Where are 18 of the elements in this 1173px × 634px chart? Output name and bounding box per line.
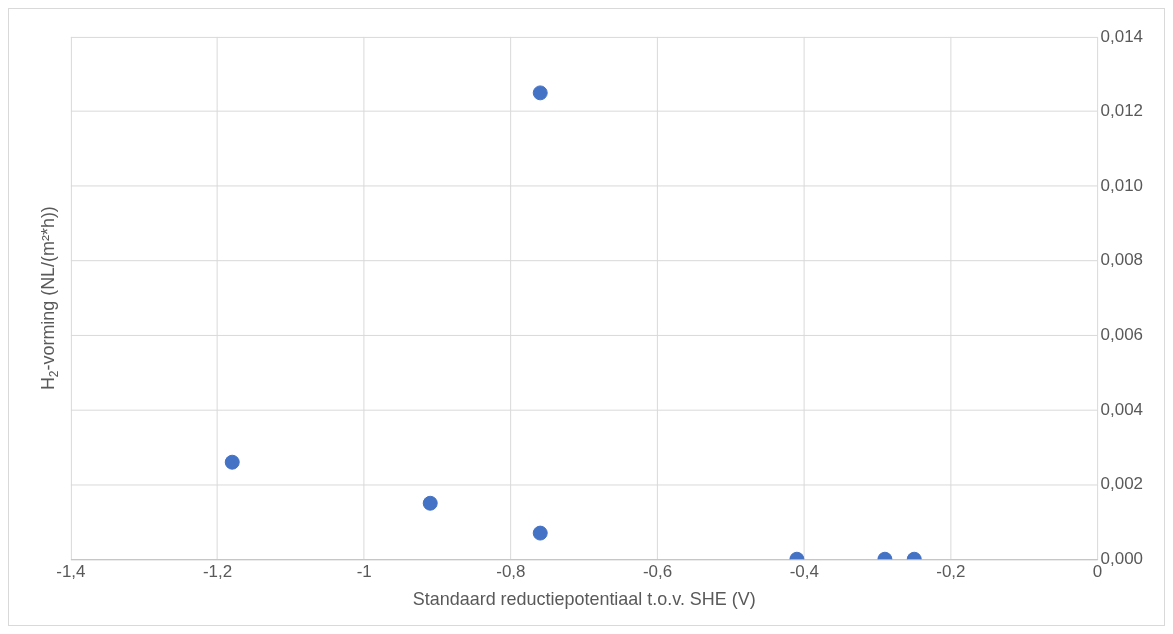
y-tick-label: 0,008 [1100, 250, 1143, 270]
x-tick-label: -0,4 [789, 562, 819, 582]
y-tick-label: 0,012 [1100, 101, 1143, 121]
x-tick-label: -1,4 [56, 562, 86, 582]
x-tick-label: -0,6 [642, 562, 673, 582]
x-axis-title: Standaard reductiepotentiaal t.o.v. SHE (V) [412, 589, 756, 610]
y-tick-label: 0,014 [1100, 26, 1143, 46]
y-axis-title: H2-vorming (NL/(m²*h)) [37, 206, 62, 391]
y-tick-label: 0,006 [1100, 325, 1143, 345]
x-tick-label: -0,8 [496, 562, 526, 582]
y-tick-label: 0,004 [1100, 399, 1143, 419]
y-tick-label: 0,010 [1100, 175, 1143, 195]
x-tick-label: 0 [1092, 562, 1103, 582]
y-tick-label: 0,000 [1100, 548, 1143, 568]
x-tick-label: -1,2 [202, 562, 233, 582]
x-tick-label: -0,2 [936, 562, 966, 582]
y-tick-label: 0,002 [1100, 474, 1143, 494]
x-tick-label: -1 [356, 562, 372, 582]
